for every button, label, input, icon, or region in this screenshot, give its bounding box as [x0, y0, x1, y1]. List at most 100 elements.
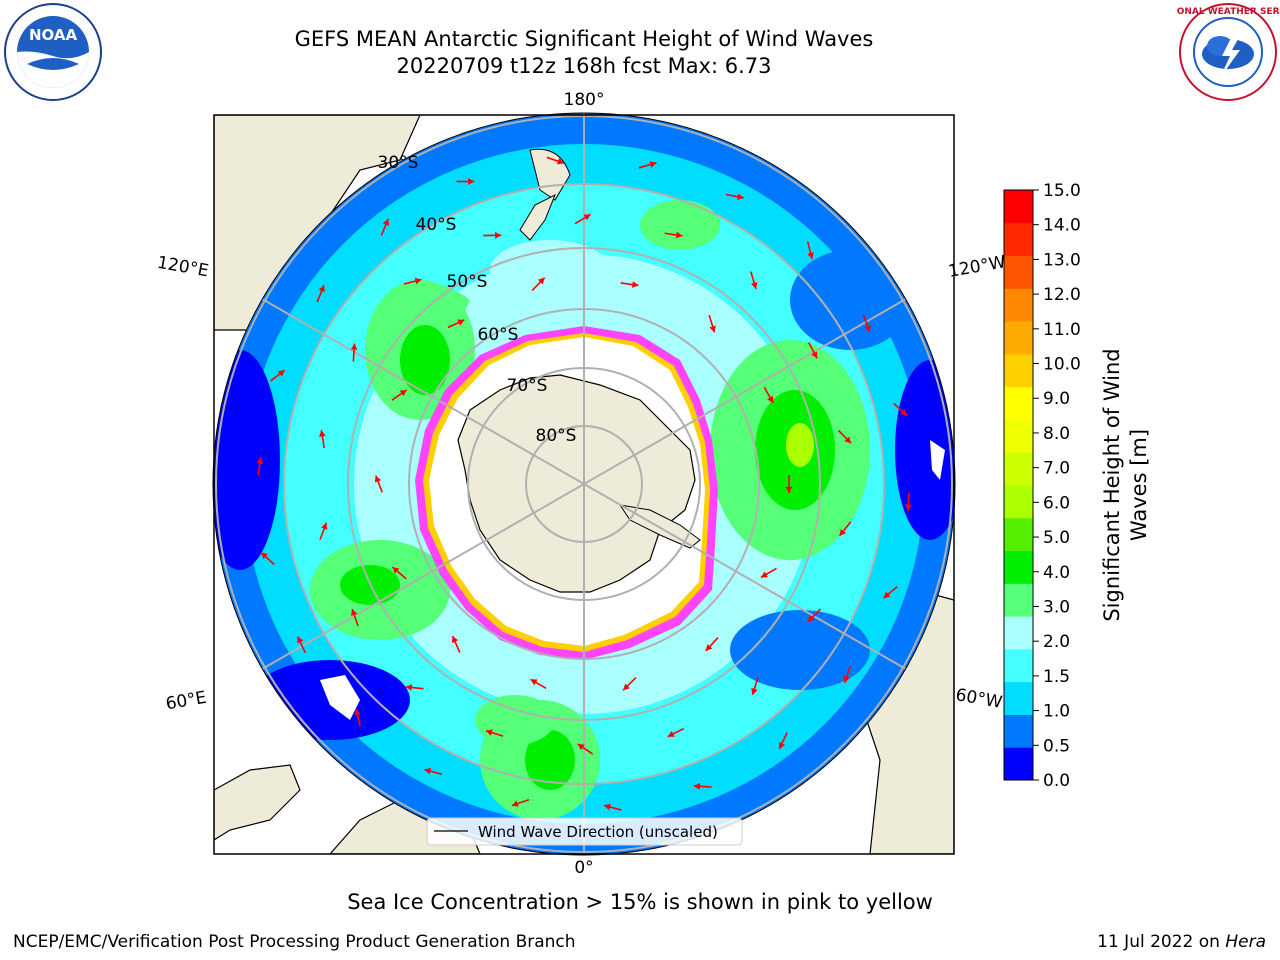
wind-arrow-head	[351, 609, 358, 616]
wind-arrow-head	[537, 277, 545, 285]
wind-arrow-head	[811, 351, 818, 359]
colorbar-tick-label: 6.0	[1043, 493, 1070, 513]
colorbar-tick-label: 14.0	[1043, 216, 1081, 236]
colorbar-segment	[1004, 190, 1033, 224]
lat-label-40s: 40°S	[416, 215, 457, 235]
wind-arrow-head	[350, 343, 358, 350]
lat-label-70s: 70°S	[507, 376, 548, 396]
map-legend: Wind Wave Direction (unscaled)	[426, 817, 743, 846]
colorbar-ticks: 0.0 0.5 1.0 1.5 2.0 3.0 4.0 5.0 6.0 7.0 8.0 9.0 10.0…	[1033, 181, 1081, 791]
colorbar-segment	[1004, 747, 1033, 781]
colorbar-title-line-1: Significant Height of Wind	[1100, 348, 1124, 622]
wind-arrow-head	[751, 687, 758, 695]
colorbar-segment	[1004, 485, 1033, 519]
wind-arrow-head	[785, 486, 793, 493]
wind-arrow-head	[260, 552, 268, 560]
wind-arrow-head	[778, 741, 785, 749]
wind-arrow-head	[760, 571, 768, 578]
wind-arrow-head	[844, 436, 852, 444]
wind-arrow-head	[807, 615, 815, 622]
wind-arrow-head	[318, 285, 325, 293]
colorbar-tick-label: 1.5	[1043, 667, 1070, 687]
chart-title: GEFS MEAN Antarctic Significant Height o…	[200, 26, 968, 80]
colorbar-segment	[1004, 550, 1033, 584]
wind-arrow-head	[737, 193, 744, 200]
colorbar-tick-label: 0.0	[1043, 771, 1070, 791]
colorbar: 0.0 0.5 1.0 1.5 2.0 3.0 4.0 5.0 6.0 7.0 8.0 9.0 10.0…	[1003, 181, 1081, 791]
colorbar-tick-label: 9.0	[1043, 389, 1070, 409]
colorbar-tick-label: 5.0	[1043, 528, 1070, 548]
colorbar-tick-label: 0.5	[1043, 736, 1070, 756]
wind-arrow-head	[583, 214, 591, 221]
colorbar-tick-label: 10.0	[1043, 355, 1081, 375]
colorbar-tick-label: 12.0	[1043, 285, 1081, 305]
wind-arrow-head	[709, 325, 716, 333]
colorbar-segments	[1004, 190, 1033, 781]
wind-arrow-head	[577, 743, 585, 751]
footer-producer: NCEP/EMC/Verification Post Processing Pr…	[13, 932, 576, 952]
wind-arrow-head	[374, 475, 382, 483]
noaa-logo-text: NOAA	[29, 26, 78, 44]
wind-arrow-head	[297, 636, 304, 644]
wind-arrow-head	[457, 319, 465, 326]
colorbar-segment	[1004, 714, 1033, 748]
colorbar-segment	[1004, 353, 1033, 388]
colorbar-tick-label: 1.0	[1043, 702, 1070, 722]
wind-arrow-head	[675, 231, 683, 239]
wind-arrow-head	[839, 528, 847, 536]
wind-arrow-head	[354, 708, 361, 716]
lat-label-60s: 60°S	[478, 325, 519, 345]
wind-arrow-head	[649, 161, 657, 168]
wind-arrow-head	[399, 389, 407, 397]
colorbar-segment	[1004, 288, 1033, 322]
legend-label: Wind Wave Direction (unscaled)	[478, 823, 718, 841]
wind-arrow-head	[256, 457, 264, 464]
wind-arrow-head	[807, 252, 814, 260]
sea-ice-annotation: Sea Ice Concentration > 15% is shown in …	[347, 890, 933, 914]
wind-arrow-head	[468, 178, 475, 185]
wind-arrow-head	[382, 218, 390, 226]
footer-host: Hera	[1225, 932, 1266, 952]
wind-arrow-head	[530, 679, 538, 686]
lat-label-80s: 80°S	[536, 426, 577, 446]
wind-arrow-head	[843, 676, 850, 683]
wind-arrow-head	[511, 800, 519, 807]
wind-wave-arrows	[256, 156, 912, 811]
colorbar-segment	[1004, 386, 1033, 420]
colorbar-segment	[1004, 321, 1033, 355]
colorbar-tick-label: 11.0	[1043, 320, 1081, 340]
map-frame	[213, 114, 955, 855]
wind-arrow-head	[905, 504, 912, 511]
lat-label-50s: 50°S	[447, 272, 488, 292]
colorbar-segment	[1004, 255, 1033, 289]
wind-arrow-head	[424, 767, 432, 775]
title-line-1: GEFS MEAN Antarctic Significant Height o…	[294, 27, 874, 51]
lon-label-180: 180°	[564, 90, 605, 110]
lat-label-30s: 30°S	[378, 153, 419, 173]
colorbar-tick-label: 4.0	[1043, 563, 1070, 583]
colorbar-tick-label: 2.0	[1043, 632, 1070, 652]
lon-label-0: 0°	[574, 858, 593, 878]
wind-arrow-head	[751, 282, 758, 289]
wind-arrow-head	[392, 567, 400, 574]
wind-arrow-head	[321, 522, 328, 530]
wind-arrow-head	[767, 395, 774, 403]
colorbar-tick-label: 3.0	[1043, 597, 1070, 617]
title-line-2: 20220709 t12z 168h fcst Max: 6.73	[396, 54, 772, 78]
colorbar-segment	[1004, 648, 1033, 683]
colorbar-tick-label: 7.0	[1043, 459, 1070, 479]
wind-arrow-head	[604, 803, 611, 811]
colorbar-title-line-2: Waves [m]	[1127, 428, 1151, 542]
wind-arrow-head	[864, 324, 871, 332]
wind-arrow-head	[556, 158, 564, 165]
colorbar-tick-label: 13.0	[1043, 250, 1081, 270]
wind-arrow-head	[623, 683, 630, 691]
noaa-logo: NOAA	[4, 3, 102, 101]
wind-arrow-head	[883, 591, 891, 599]
wind-arrow-head	[900, 408, 907, 416]
wind-arrow-head	[667, 730, 675, 737]
footer-date: 11 Jul 2022 on Hera	[1097, 932, 1266, 952]
wind-arrow-head	[495, 231, 502, 239]
colorbar-segment	[1004, 222, 1033, 257]
